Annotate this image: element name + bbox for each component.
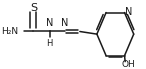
Text: S: S: [30, 3, 37, 13]
Text: H₂N: H₂N: [2, 27, 19, 36]
Text: H: H: [47, 39, 53, 48]
Text: N: N: [61, 18, 68, 28]
Text: N: N: [125, 7, 132, 17]
Text: OH: OH: [121, 60, 135, 69]
Text: N: N: [46, 18, 53, 28]
